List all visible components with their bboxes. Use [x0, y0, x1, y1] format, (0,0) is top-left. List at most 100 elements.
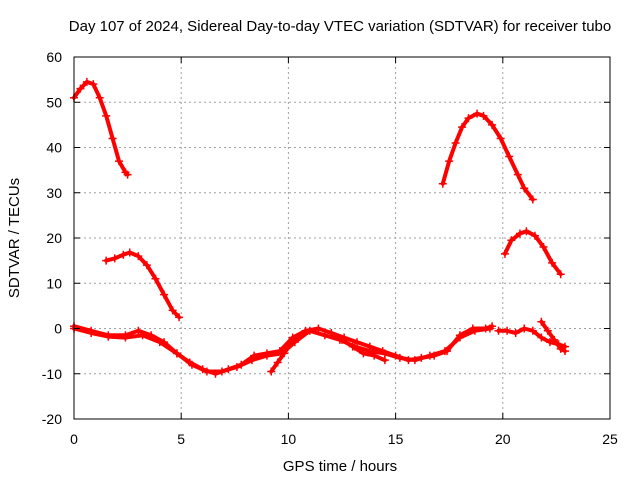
data-point: [327, 329, 336, 338]
data-point: [488, 120, 497, 129]
data-point: [82, 77, 91, 86]
y-tick-label: 60: [46, 49, 62, 65]
data-point: [370, 351, 379, 360]
series-arc-8: [267, 333, 301, 376]
data-point: [305, 326, 314, 335]
data-point: [104, 332, 113, 341]
data-point: [125, 248, 134, 257]
y-tick-label: -10: [42, 366, 62, 382]
data-point: [76, 84, 85, 93]
data-point: [545, 338, 554, 347]
data-point: [479, 111, 488, 120]
series-arc-2: [102, 248, 184, 322]
data-point: [511, 329, 520, 338]
data-point: [537, 317, 546, 326]
data-point: [395, 353, 404, 362]
data-point: [119, 250, 128, 259]
axis-layer: 0 5 10 15 20 25 -20 -10 0 10 20 30 40 50 60: [42, 49, 618, 447]
data-point: [560, 347, 569, 356]
data-point: [87, 329, 96, 338]
data-point: [520, 324, 529, 333]
data-point: [410, 356, 419, 365]
data-point: [348, 342, 357, 351]
y-tick-label: 50: [46, 94, 62, 110]
data-point: [528, 195, 537, 204]
data-point: [451, 138, 460, 147]
data-point: [520, 184, 529, 193]
y-tick-label: 20: [46, 230, 62, 246]
y-tick-label: 40: [46, 140, 62, 156]
data-point: [455, 333, 464, 342]
data-point: [513, 170, 522, 179]
data-point: [507, 236, 516, 245]
data-point: [500, 249, 509, 258]
data-point: [380, 356, 389, 365]
data-point: [539, 243, 548, 252]
y-axis-title: SDTVAR / TECUs: [6, 178, 23, 298]
series-arc-4: [500, 227, 565, 279]
data-point: [280, 349, 289, 358]
series-line: [104, 250, 182, 320]
y-tick-label: 10: [46, 275, 62, 291]
y-tick-label: -20: [42, 411, 62, 427]
data-point: [102, 111, 111, 120]
data-point: [89, 80, 98, 89]
data-point: [202, 367, 211, 376]
data-point: [134, 252, 143, 261]
data-point: [438, 179, 447, 188]
data-point: [425, 351, 434, 360]
series-arc-3: [438, 109, 537, 204]
series-line: [72, 79, 130, 177]
data-point: [286, 340, 295, 349]
data-point: [353, 338, 362, 347]
y-tick-label: 0: [54, 321, 62, 337]
data-point: [262, 351, 271, 360]
data-point: [556, 344, 565, 353]
data-point: [445, 157, 454, 166]
data-point: [155, 338, 164, 347]
y-tick-label: 30: [46, 185, 62, 201]
data-point: [473, 109, 482, 118]
x-tick-label: 15: [388, 431, 404, 447]
data-point: [134, 326, 143, 335]
data-point: [556, 270, 565, 279]
series-arc-10: [537, 317, 569, 356]
data-point: [515, 229, 524, 238]
data-point: [537, 333, 546, 342]
data-point: [115, 157, 124, 166]
data-point: [151, 274, 160, 283]
data-point: [121, 333, 130, 342]
series-arc-1: [70, 77, 132, 179]
data-point: [172, 349, 181, 358]
x-tick-label: 5: [177, 431, 185, 447]
data-point: [485, 324, 494, 333]
data-point: [160, 290, 169, 299]
data-point: [338, 335, 346, 344]
x-tick-label: 20: [495, 431, 511, 447]
data-point: [359, 349, 368, 358]
data-point: [470, 326, 479, 335]
data-point: [292, 333, 301, 342]
data-point: [142, 261, 151, 270]
x-tick-label: 25: [602, 431, 618, 447]
data-point: [522, 227, 531, 236]
data-point: [267, 367, 276, 376]
data-point: [123, 170, 132, 179]
data-point: [320, 331, 329, 340]
data-point: [550, 335, 559, 344]
data-point: [217, 367, 226, 376]
data-point: [505, 152, 514, 161]
data-point: [496, 134, 505, 143]
data-point: [380, 349, 389, 358]
data-point: [187, 360, 196, 369]
data-point: [95, 93, 104, 102]
series-arc-7: [327, 329, 389, 365]
series-layer: [70, 77, 569, 378]
data-point: [273, 358, 282, 367]
x-tick-label: 10: [281, 431, 297, 447]
data-point: [102, 256, 111, 265]
data-point: [232, 362, 241, 371]
data-point: [528, 326, 537, 335]
